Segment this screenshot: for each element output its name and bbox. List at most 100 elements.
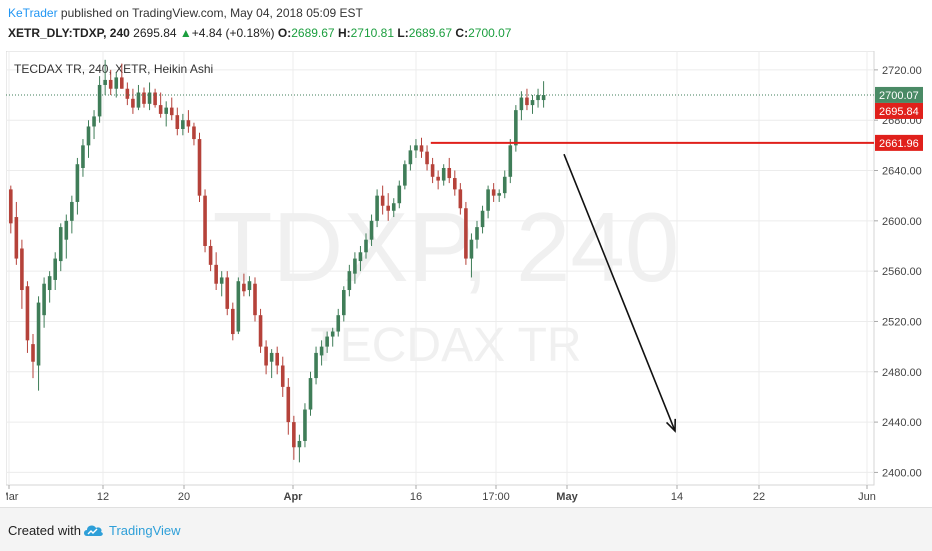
high-value: 2710.81 xyxy=(350,26,395,40)
candle-body xyxy=(497,193,501,196)
candle-body xyxy=(380,195,385,206)
candle xyxy=(181,113,185,136)
candle xyxy=(508,139,513,184)
candle xyxy=(314,346,318,385)
projection-arrow-line xyxy=(563,153,676,432)
candle xyxy=(453,170,457,196)
candle xyxy=(242,273,246,297)
candle-body xyxy=(364,239,368,253)
candle xyxy=(397,180,402,209)
candle xyxy=(36,296,41,391)
candle-body xyxy=(20,248,24,291)
candle xyxy=(391,198,396,218)
y-tick-label: 2440.00 xyxy=(882,417,922,429)
candle-body xyxy=(114,77,119,89)
candle-body xyxy=(536,95,540,101)
candle xyxy=(514,105,518,152)
plot-frame xyxy=(5,50,875,486)
price-tag: 2661.96 xyxy=(875,134,923,151)
candle xyxy=(53,252,57,291)
candle-body xyxy=(236,281,241,332)
price-tag-label: 2695.84 xyxy=(879,106,919,118)
candle xyxy=(9,185,13,234)
candle xyxy=(336,308,341,337)
candle xyxy=(92,110,96,140)
x-tick-label: Jun xyxy=(858,491,876,503)
candle xyxy=(169,97,174,121)
candle xyxy=(125,82,130,106)
candle-body xyxy=(192,126,196,140)
candle-body xyxy=(136,92,141,108)
low-label: L: xyxy=(397,26,409,40)
candle-body xyxy=(414,145,418,151)
candle-body xyxy=(264,346,268,366)
candle-body xyxy=(391,203,396,211)
candle-body xyxy=(120,77,124,89)
candle-body xyxy=(480,210,485,228)
candle-body xyxy=(275,352,279,366)
candle xyxy=(303,403,307,448)
candle xyxy=(158,92,163,118)
candle xyxy=(286,378,291,435)
axes: 2400.00 2440.00 2480.00 2520.00 2560.00 2600.… xyxy=(0,65,923,503)
candle-body xyxy=(75,164,80,202)
candle xyxy=(358,245,363,272)
candle xyxy=(114,72,119,98)
candle-body xyxy=(25,286,30,341)
candle xyxy=(120,63,124,89)
candle xyxy=(192,122,196,146)
candle-body xyxy=(447,167,452,179)
created-with-label: Created with xyxy=(8,523,81,538)
high-label: H: xyxy=(337,26,351,40)
candle xyxy=(253,277,257,322)
candle xyxy=(408,145,413,171)
candle xyxy=(403,160,407,190)
candlestick-chart[interactable]: TDXP, 240 TECDAX TR TECDAX TR, 240, XETR… xyxy=(0,50,926,506)
candle-body xyxy=(319,346,324,356)
candle xyxy=(81,139,85,177)
tradingview-cloud-icon xyxy=(84,525,103,536)
candle-body xyxy=(42,283,46,316)
candle xyxy=(219,271,224,297)
candle-body xyxy=(58,227,63,262)
overlay xyxy=(6,94,874,433)
candle-body xyxy=(208,245,213,265)
candle xyxy=(142,87,146,108)
candle xyxy=(491,183,496,202)
candle-body xyxy=(131,98,135,108)
candle xyxy=(147,82,152,111)
candle-body xyxy=(197,139,202,196)
candle xyxy=(342,286,346,322)
tradingview-brand-link[interactable]: TradingView xyxy=(109,523,181,538)
candle-body xyxy=(436,176,440,181)
candle-body xyxy=(375,195,379,221)
watermark-name: TECDAX TR xyxy=(310,319,581,372)
candle xyxy=(258,308,263,353)
candle-body xyxy=(153,92,157,106)
candle xyxy=(425,145,429,171)
candle xyxy=(292,415,296,460)
candle-body xyxy=(342,290,346,316)
candle xyxy=(347,264,352,297)
candle-body xyxy=(269,352,274,362)
candle-body xyxy=(525,97,529,106)
candle-body xyxy=(403,164,407,186)
candle xyxy=(475,220,479,249)
author-link[interactable]: KeTrader xyxy=(8,6,58,20)
candle xyxy=(447,157,452,184)
candle xyxy=(330,327,335,347)
candle xyxy=(530,95,535,114)
close-value: 2700.07 xyxy=(468,26,512,40)
candle-body xyxy=(158,105,163,114)
candle-body xyxy=(125,88,130,99)
candle xyxy=(225,271,230,316)
candle-body xyxy=(353,258,357,274)
candle-body xyxy=(214,264,218,284)
chart-container[interactable]: TDXP, 240 TECDAX TR TECDAX TR, 240, XETR… xyxy=(0,50,926,511)
candle xyxy=(436,170,440,190)
candle-body xyxy=(397,185,402,204)
y-tick-label: 2400.00 xyxy=(882,467,922,479)
candle-body xyxy=(181,120,185,129)
candle-body xyxy=(242,283,246,292)
candle-body xyxy=(186,120,191,127)
